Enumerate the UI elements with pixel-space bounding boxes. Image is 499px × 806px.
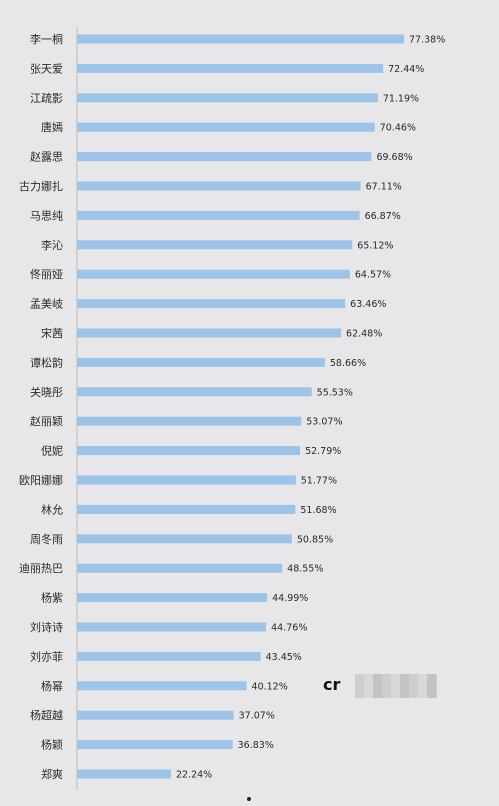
bar — [77, 387, 312, 397]
bar — [77, 593, 268, 603]
value-label: 72.44% — [388, 64, 424, 75]
value-label: 36.83% — [238, 740, 274, 751]
bar — [77, 563, 283, 573]
category-label: 林允 — [41, 502, 63, 516]
category-label: 张天爱 — [30, 62, 63, 75]
value-label: 43.45% — [266, 652, 302, 663]
bar — [77, 210, 360, 220]
category-label: 杨紫 — [41, 591, 63, 605]
category-label: 佟丽娅 — [30, 267, 63, 281]
value-label: 66.87% — [365, 211, 401, 222]
bar — [77, 416, 302, 426]
value-label: 69.68% — [376, 152, 412, 163]
bar — [77, 122, 375, 132]
bar — [77, 710, 234, 720]
value-label: 62.48% — [346, 329, 382, 340]
bar — [77, 357, 325, 367]
value-label: 65.12% — [357, 240, 393, 251]
value-label: 22.24% — [176, 770, 212, 781]
category-label: 刘亦菲 — [30, 649, 63, 663]
value-label: 48.55% — [287, 564, 323, 575]
bar — [77, 769, 171, 779]
value-label: 67.11% — [366, 182, 402, 193]
bar — [77, 299, 346, 309]
bar — [77, 504, 296, 514]
bar — [77, 681, 247, 691]
value-label: 58.66% — [330, 358, 366, 369]
watermark-text: cr — [323, 675, 341, 694]
bar — [77, 328, 342, 338]
category-label: 马思纯 — [30, 209, 63, 222]
category-label: 宋茜 — [41, 326, 63, 340]
category-label: 李一桐 — [30, 32, 63, 46]
category-label: 周冬雨 — [30, 532, 63, 546]
bottom-dot — [247, 797, 251, 801]
bar — [77, 740, 233, 750]
bar — [77, 475, 296, 485]
bar — [77, 446, 301, 456]
category-label: 杨幂 — [41, 679, 63, 693]
category-label: 迪丽热巴 — [19, 562, 63, 575]
value-label: 53.07% — [306, 417, 342, 428]
value-label: 77.38% — [409, 35, 445, 46]
value-label: 51.68% — [300, 505, 336, 516]
category-label: 江疏影 — [30, 91, 63, 105]
category-label: 欧阳娜娜 — [19, 473, 63, 487]
bar — [77, 152, 372, 162]
bar — [77, 240, 353, 250]
category-label: 李沁 — [41, 238, 63, 252]
category-label: 刘诗诗 — [30, 620, 63, 634]
category-label: 孟美岐 — [30, 298, 63, 311]
category-label: 关晓彤 — [30, 385, 63, 399]
category-label: 杨超越 — [30, 708, 63, 722]
value-label: 44.76% — [271, 623, 307, 634]
category-label: 古力娜扎 — [19, 179, 63, 193]
category-label: 倪妮 — [41, 444, 63, 458]
value-label: 55.53% — [317, 387, 353, 398]
value-label: 40.12% — [252, 681, 288, 692]
watermark-blur — [355, 674, 437, 698]
value-label: 52.79% — [305, 446, 341, 457]
bars-group: 李一桐 77.38% 张天爱 72.44% 江疏影 71.19% 唐嫣 70.46% 赵露思 69… — [19, 32, 445, 781]
value-label: 44.99% — [272, 593, 308, 604]
bar — [77, 63, 384, 73]
value-label: 37.07% — [239, 711, 275, 722]
bar — [77, 651, 261, 661]
category-label: 郑爽 — [41, 767, 63, 781]
category-label: 谭松韵 — [30, 355, 63, 369]
bar — [77, 534, 292, 544]
category-label: 赵露思 — [30, 150, 63, 164]
category-label: 杨颖 — [41, 738, 63, 752]
value-label: 51.77% — [301, 476, 337, 487]
value-label: 64.57% — [355, 270, 391, 281]
value-label: 50.85% — [297, 534, 333, 545]
value-label: 70.46% — [380, 123, 416, 134]
bar — [77, 34, 404, 44]
bar — [77, 269, 350, 279]
value-label: 71.19% — [383, 93, 419, 104]
bar — [77, 622, 267, 632]
bar — [77, 93, 378, 103]
category-label: 赵丽颖 — [30, 414, 63, 428]
category-label: 唐嫣 — [41, 120, 63, 134]
value-label: 63.46% — [350, 299, 386, 310]
bar — [77, 181, 361, 191]
